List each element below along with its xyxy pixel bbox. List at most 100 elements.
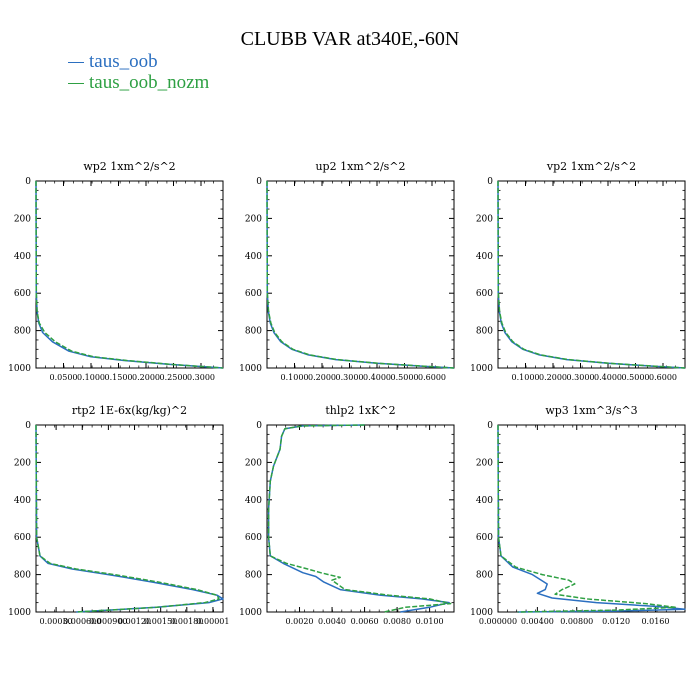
x-tick-label: 0.00001	[196, 617, 229, 626]
series-line-taus-oob	[267, 424, 450, 613]
y-tick-label: 0	[487, 421, 493, 431]
x-tick-label: 0.00800	[560, 617, 593, 626]
y-tick-label: 800	[14, 571, 31, 581]
y-tick-label: 800	[245, 571, 262, 581]
x-tick-label: 0.00400	[521, 617, 554, 626]
panel-frame	[497, 424, 686, 613]
x-tick-label: 0.000600	[63, 617, 101, 626]
y-tick-label: 800	[476, 327, 493, 337]
x-tick-label: 0.2000	[539, 373, 567, 382]
x-tick-label: 0.1000	[512, 373, 540, 382]
panel-frame	[266, 180, 455, 369]
y-tick-label: 800	[476, 571, 493, 581]
x-tick-label: 0.00180	[170, 617, 203, 626]
y-tick-label: 1000	[239, 608, 262, 618]
x-tick-label: 0.00150	[144, 617, 177, 626]
series-line-taus-oob-nozm	[35, 424, 220, 613]
series-line-taus-oob	[497, 180, 686, 369]
x-tick-label: 0.2000	[132, 373, 160, 382]
y-tick-label: 800	[14, 327, 31, 337]
x-tick-label: 0.000000	[479, 617, 517, 626]
x-tick-label: 0.1000	[281, 373, 309, 382]
y-tick-label: 200	[476, 214, 493, 224]
y-tick-label: 600	[476, 533, 493, 543]
y-tick-label: 1000	[8, 364, 31, 374]
panel-title: rtp2 1E-6x(kg/kg)^2	[72, 404, 187, 417]
legend-label-taus-oob: taus_oob	[89, 51, 158, 72]
panel-frame	[266, 424, 455, 613]
x-tick-label: 0.5000	[622, 373, 650, 382]
series-line-taus-oob	[497, 424, 686, 613]
x-tick-label: 0.0020	[286, 617, 314, 626]
series-line-taus-oob-nozm	[267, 424, 452, 613]
series-line-taus-oob-nozm	[497, 180, 686, 369]
y-tick-label: 600	[476, 289, 493, 299]
panel-frame	[497, 180, 686, 369]
y-tick-label: 400	[476, 252, 493, 262]
x-tick-label: 0.0500	[50, 373, 78, 382]
y-tick-label: 400	[245, 496, 262, 506]
y-tick-label: 400	[476, 496, 493, 506]
x-tick-label: 0.000900	[89, 617, 127, 626]
x-tick-label: 0.5000	[391, 373, 419, 382]
y-tick-label: 200	[245, 458, 262, 468]
y-tick-label: 400	[14, 252, 31, 262]
x-tick-label: 0.2500	[160, 373, 188, 382]
x-tick-label: 0.4000	[594, 373, 622, 382]
y-tick-label: 600	[14, 289, 31, 299]
panel-frame	[35, 424, 224, 613]
series-line-taus-oob	[266, 180, 455, 369]
y-tick-label: 0	[25, 421, 31, 431]
y-tick-label: 0	[256, 177, 262, 187]
y-tick-label: 0	[25, 177, 31, 187]
series-line-taus-oob	[35, 180, 224, 369]
x-tick-label: 0.6000	[418, 373, 446, 382]
y-tick-label: 200	[245, 214, 262, 224]
series-line-taus-oob-nozm	[35, 180, 224, 369]
x-tick-label: 0.0040	[318, 617, 346, 626]
y-tick-label: 1000	[470, 364, 493, 374]
legend-label-taus-oob-nozm: taus_oob_nozm	[89, 72, 210, 93]
panel-title: thlp2 1xK^2	[325, 404, 395, 417]
y-tick-label: 0	[256, 421, 262, 431]
panel-title: up2 1xm^2/s^2	[315, 160, 405, 173]
y-tick-label: 0	[487, 177, 493, 187]
x-tick-label: 0.2000	[308, 373, 336, 382]
y-tick-label: 200	[476, 458, 493, 468]
series-line-taus-oob-nozm	[497, 424, 676, 613]
y-tick-label: 1000	[239, 364, 262, 374]
panel-title: wp2 1xm^2/s^2	[83, 160, 175, 173]
x-tick-label: 0.0080	[383, 617, 411, 626]
y-tick-label: 600	[245, 289, 262, 299]
y-tick-label: 800	[245, 327, 262, 337]
x-tick-label: 0.00120	[118, 617, 151, 626]
x-tick-label: 0.0120	[602, 617, 630, 626]
x-tick-label: 0.1500	[105, 373, 133, 382]
x-tick-label: 0.4000	[363, 373, 391, 382]
legend-swatch-taus-oob-nozm	[68, 82, 84, 84]
panel-frame	[35, 180, 224, 369]
x-tick-label: 0.0160	[641, 617, 669, 626]
y-tick-label: 200	[14, 458, 31, 468]
y-tick-label: 400	[245, 252, 262, 262]
series-line-taus-oob-nozm	[266, 180, 455, 369]
series-line-taus-oob	[35, 424, 224, 613]
page-title: CLUBB VAR at340E,-60N	[240, 28, 460, 50]
x-tick-label: 0.3000	[336, 373, 364, 382]
y-tick-label: 200	[14, 214, 31, 224]
x-tick-label: 0.0100	[416, 617, 444, 626]
x-tick-label: 0.1000	[77, 373, 105, 382]
x-tick-label: 0.3000	[567, 373, 595, 382]
x-tick-label: 0.0060	[351, 617, 379, 626]
y-tick-label: 1000	[470, 608, 493, 618]
y-tick-label: 600	[245, 533, 262, 543]
legend-swatch-taus-oob	[68, 61, 84, 63]
x-tick-label: 0.6000	[649, 373, 677, 382]
y-tick-label: 400	[14, 496, 31, 506]
legend-item-taus-oob: taus_oob	[68, 51, 158, 73]
panel-title: wp3 1xm^3/s^3	[545, 404, 637, 417]
legend-item-taus-oob-nozm: taus_oob_nozm	[68, 72, 209, 94]
x-tick-label: 0.00030	[40, 617, 73, 626]
y-tick-label: 1000	[8, 608, 31, 618]
